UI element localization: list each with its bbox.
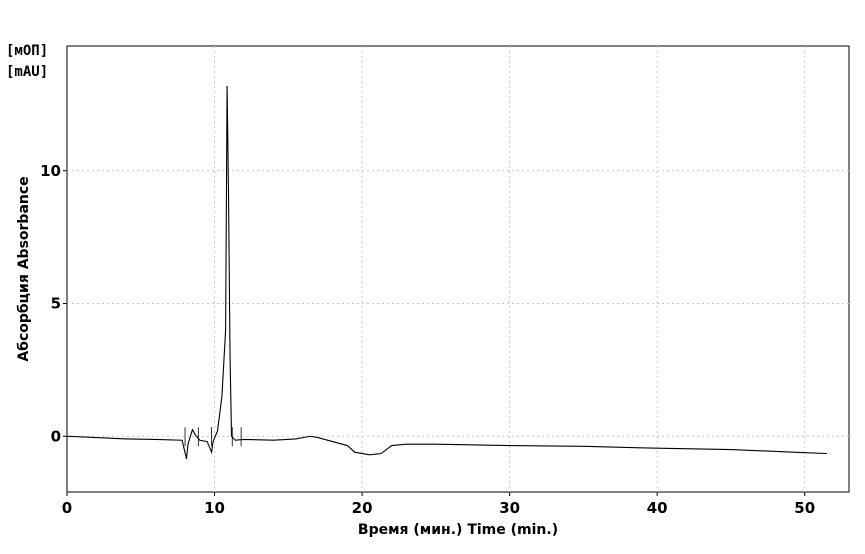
y-tick-label: 0 xyxy=(51,427,61,445)
x-axis-label: Время (мин.) Time (min.) xyxy=(358,522,558,538)
y-tick-label: 10 xyxy=(40,162,61,180)
series-line xyxy=(66,85,827,459)
peak-markers xyxy=(184,427,242,447)
x-tick-label: 10 xyxy=(204,499,225,517)
y-unit-label-ru: [мОП] xyxy=(6,43,48,59)
y-unit-label-en: [mAU] xyxy=(6,64,48,80)
x-tick-label: 0 xyxy=(62,499,72,517)
x-tick-label: 40 xyxy=(647,499,668,517)
x-tick-label: 50 xyxy=(794,499,815,517)
y-tick-label: 5 xyxy=(51,295,61,313)
y-tick-labels: 0 5 10 xyxy=(40,162,67,445)
y-axis-label: Абсорбция Absorbance xyxy=(16,176,32,361)
x-tick-label: 30 xyxy=(499,499,520,517)
x-tick-labels: 0 10 20 30 40 50 xyxy=(62,492,815,517)
plot-area xyxy=(66,45,850,493)
x-tick-label: 20 xyxy=(352,499,373,517)
grid-lines xyxy=(67,46,849,492)
